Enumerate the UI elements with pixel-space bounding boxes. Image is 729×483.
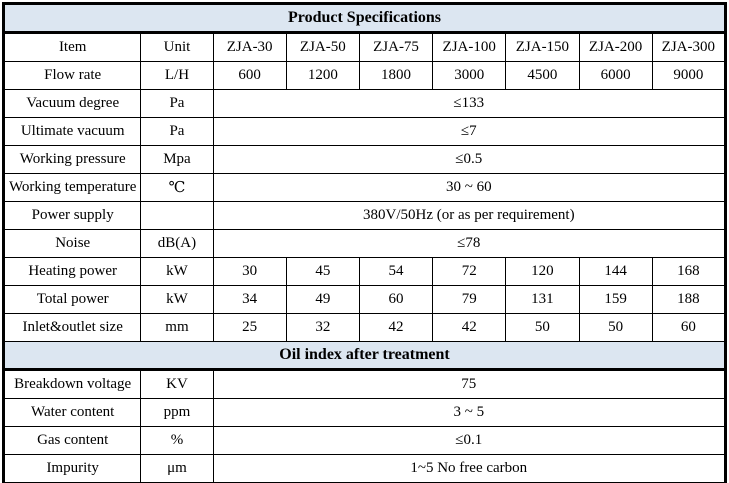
column-header-model: ZJA-200 — [578, 32, 653, 62]
section-title-product-specifications: Product Specifications — [3, 3, 726, 34]
spec-item-cell: Flow rate — [2, 61, 142, 90]
table-row: Power supply 380V/50Hz (or as per requir… — [2, 201, 727, 230]
spec-value-cell: 30 ~ 60 — [212, 173, 727, 202]
table-row: Breakdown voltage KV 75 — [2, 369, 727, 399]
spec-item-cell: Noise — [2, 229, 142, 258]
table-row: Water content ppm 3 ~ 5 — [2, 398, 727, 427]
spec-value-cell: 168 — [651, 257, 727, 286]
spec-value-cell: 30 — [212, 257, 287, 286]
spec-value-cell: 60 — [651, 313, 727, 342]
spec-unit-cell: KV — [140, 369, 214, 399]
spec-item-cell: Breakdown voltage — [2, 369, 142, 399]
spec-value-cell: 34 — [212, 285, 287, 314]
spec-value-cell: 120 — [505, 257, 580, 286]
spec-value-cell: 159 — [578, 285, 653, 314]
spec-value-cell: 4500 — [505, 61, 580, 90]
spec-unit-cell: Pa — [140, 89, 214, 118]
column-header-model: ZJA-75 — [358, 32, 434, 62]
spec-value-cell: 188 — [651, 285, 727, 314]
spec-item-cell: Inlet&outlet size — [2, 313, 142, 342]
spec-item-cell: Working pressure — [2, 145, 142, 174]
column-header-model: ZJA-30 — [212, 32, 287, 62]
spec-value-cell: 3 ~ 5 — [212, 398, 727, 427]
spec-unit-cell: L/H — [140, 61, 214, 90]
table-row: Product Specifications — [3, 3, 726, 34]
spec-value-cell: 49 — [285, 285, 360, 314]
spec-value-cell: 42 — [358, 313, 434, 342]
spec-unit-cell: kW — [140, 285, 214, 314]
spec-unit-cell: ppm — [140, 398, 214, 427]
spec-value-cell: 32 — [285, 313, 360, 342]
spec-value-cell: 600 — [212, 61, 287, 90]
spec-item-cell: Total power — [2, 285, 142, 314]
spec-value-cell: 50 — [578, 313, 653, 342]
section-title-oil-index: Oil index after treatment — [3, 341, 726, 371]
spec-value-cell: 1800 — [358, 61, 434, 90]
spec-unit-cell: dB(A) — [140, 229, 214, 258]
table-row: Item Unit ZJA-30 ZJA-50 ZJA-75 ZJA-100 Z… — [2, 32, 727, 62]
spec-value-cell: ≤0.1 — [212, 426, 727, 455]
spec-unit-cell: kW — [140, 257, 214, 286]
table-row: Gas content % ≤0.1 — [2, 426, 727, 455]
spec-value-cell: 60 — [358, 285, 434, 314]
spec-value-cell: 1200 — [285, 61, 360, 90]
table-row: Working pressure Mpa ≤0.5 — [2, 145, 727, 174]
spec-value-cell: ≤133 — [212, 89, 727, 118]
spec-value-cell: 45 — [285, 257, 360, 286]
table-row: Ultimate vacuum Pa ≤7 — [2, 117, 727, 146]
column-header-model: ZJA-300 — [651, 32, 727, 62]
spec-unit-cell: Mpa — [140, 145, 214, 174]
spec-item-cell: Heating power — [2, 257, 142, 286]
spec-unit-cell — [140, 201, 214, 230]
spec-value-cell: 72 — [432, 257, 507, 286]
spec-unit-cell: ℃ — [140, 173, 214, 202]
table-row: Inlet&outlet size mm 25 32 42 42 50 50 6… — [2, 313, 727, 342]
table-row: Oil index after treatment — [3, 341, 726, 371]
spec-value-cell: ≤0.5 — [212, 145, 727, 174]
spec-value-cell: 79 — [432, 285, 507, 314]
spec-unit-cell: μm — [140, 454, 214, 483]
spec-value-cell: 42 — [432, 313, 507, 342]
column-header-model: ZJA-150 — [505, 32, 580, 62]
spec-value-cell: 25 — [212, 313, 287, 342]
spec-item-cell: Impurity — [2, 454, 142, 483]
spec-item-cell: Vacuum degree — [2, 89, 142, 118]
table-row: Noise dB(A) ≤78 — [2, 229, 727, 258]
spec-value-cell: 3000 — [432, 61, 507, 90]
table-row: Impurity μm 1~5 No free carbon — [2, 454, 727, 483]
spec-value-cell: 6000 — [578, 61, 653, 90]
spec-value-cell: ≤7 — [212, 117, 727, 146]
table-row: Total power kW 34 49 60 79 131 159 188 — [2, 285, 727, 314]
spec-item-cell: Ultimate vacuum — [2, 117, 142, 146]
spec-value-cell: ≤78 — [212, 229, 727, 258]
table-row: Vacuum degree Pa ≤133 — [2, 89, 727, 118]
spec-item-cell: Power supply — [2, 201, 142, 230]
spec-unit-cell: mm — [140, 313, 214, 342]
column-header-model: ZJA-50 — [285, 32, 360, 62]
spec-value-cell: 50 — [505, 313, 580, 342]
spec-value-cell: 1~5 No free carbon — [212, 454, 727, 483]
table-row: Working temperature ℃ 30 ~ 60 — [2, 173, 727, 202]
spec-value-cell: 131 — [505, 285, 580, 314]
table-row: Heating power kW 30 45 54 72 120 144 168 — [2, 257, 727, 286]
spec-value-cell: 144 — [578, 257, 653, 286]
spec-unit-cell: Pa — [140, 117, 214, 146]
spec-value-cell: 54 — [358, 257, 434, 286]
column-header-model: ZJA-100 — [432, 32, 507, 62]
spec-item-cell: Water content — [2, 398, 142, 427]
spec-value-cell: 75 — [212, 369, 727, 399]
spec-item-cell: Gas content — [2, 426, 142, 455]
spec-value-cell: 380V/50Hz (or as per requirement) — [212, 201, 727, 230]
spec-unit-cell: % — [140, 426, 214, 455]
spec-value-cell: 9000 — [651, 61, 727, 90]
column-header-item: Item — [2, 32, 142, 62]
table-row: Flow rate L/H 600 1200 1800 3000 4500 60… — [2, 61, 727, 90]
spec-item-cell: Working temperature — [2, 173, 142, 202]
column-header-unit: Unit — [140, 32, 214, 62]
